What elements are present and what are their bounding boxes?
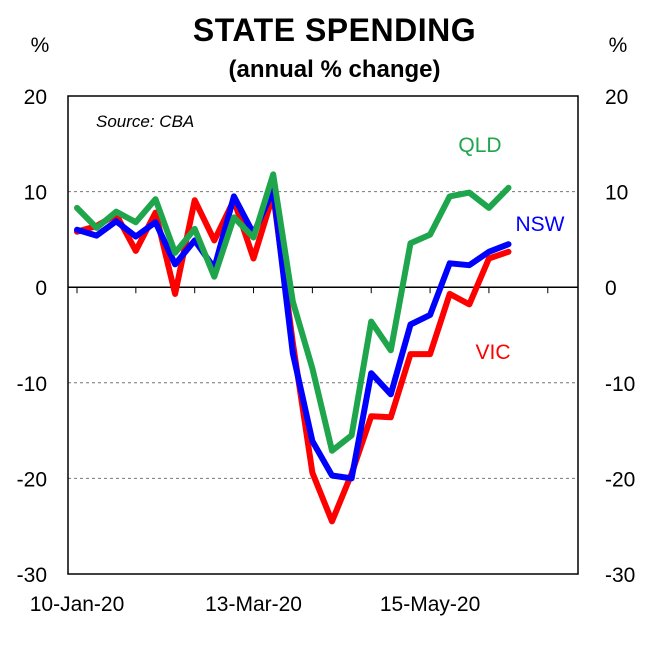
series-labels: QLD NSW VIC [458, 134, 564, 364]
y-tick-label-right: -30 [605, 564, 635, 587]
y-tick-label-right: 20 [605, 86, 628, 109]
gridlines [68, 191, 578, 479]
series-label-nsw: NSW [516, 213, 565, 236]
y-tick-label-left: -10 [17, 373, 47, 396]
chart-subtitle: (annual % change) [228, 56, 441, 83]
y-tick-label-left: 0 [35, 277, 47, 300]
y-tick-label-left: -30 [17, 564, 47, 587]
y-unit-left: % [31, 34, 50, 57]
x-tick-label: 10-Jan-20 [30, 593, 125, 616]
series-line-qld [74, 171, 512, 454]
series-label-vic: VIC [475, 341, 510, 364]
y-tick-label-left: 20 [24, 86, 47, 109]
y-tick-label-right: 0 [605, 277, 617, 300]
y-tick-label-right: -10 [605, 373, 635, 396]
source-note: Source: CBA [96, 112, 194, 131]
x-tick-label: 15-May-20 [380, 593, 480, 616]
axis-ticks: 20 20 10 10 0 0 -10 -10 -20 -20 -30 -30 10-Jan-20 13-… [17, 86, 636, 616]
y-tick-label-left: 10 [24, 182, 47, 205]
series-label-qld: QLD [458, 134, 501, 157]
x-tick-label: 13-Mar-20 [205, 593, 302, 616]
y-tick-label-left: -20 [17, 468, 47, 491]
chart-title: STATE SPENDING [192, 12, 477, 48]
plot-frame [67, 95, 579, 575]
y-tick-label-right: 10 [605, 182, 628, 205]
y-tick-label-right: -20 [605, 468, 635, 491]
series-line-nsw [74, 186, 512, 482]
y-unit-right: % [609, 34, 628, 57]
series-lines [74, 171, 512, 525]
